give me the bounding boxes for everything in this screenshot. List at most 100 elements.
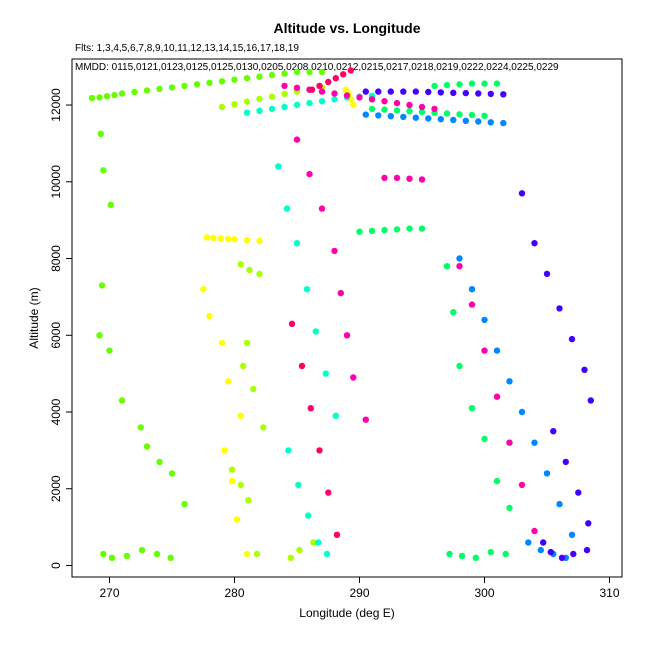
y-tick-label: 6000 [49, 322, 63, 349]
data-point [143, 443, 151, 450]
data-point [331, 247, 338, 255]
data-point [156, 85, 163, 93]
data-point [537, 546, 544, 554]
data-point [288, 320, 296, 327]
data-point [318, 88, 326, 95]
data-point [108, 554, 116, 561]
data-point [293, 136, 301, 143]
data-point [168, 84, 176, 91]
data-point [231, 236, 238, 243]
data-point [506, 439, 513, 446]
data-point [246, 266, 253, 274]
data-point [243, 339, 251, 347]
data-point [218, 78, 226, 85]
data-point [381, 98, 388, 105]
data-point [293, 240, 301, 247]
y-tick-label: 4000 [49, 398, 63, 425]
data-point [543, 470, 551, 477]
data-point [96, 94, 103, 101]
data-point [406, 101, 413, 109]
data-point [587, 397, 594, 404]
data-point [443, 110, 451, 117]
data-points [88, 67, 594, 561]
data-point [500, 91, 507, 98]
data-point [306, 68, 313, 76]
data-point [237, 412, 244, 419]
data-point [356, 94, 363, 101]
data-point [437, 89, 444, 96]
data-point [518, 408, 526, 416]
data-point [462, 117, 469, 125]
data-point [406, 225, 413, 232]
data-point [400, 113, 407, 121]
data-point [406, 175, 413, 182]
axis-ticks: 270 280 290 300 310 0 2000 4000 6000 8000 10000 120… [49, 88, 620, 600]
data-point [237, 261, 244, 268]
data-point [303, 286, 311, 293]
data-point [100, 550, 107, 558]
data-point [167, 554, 174, 561]
data-point [256, 270, 263, 278]
data-point [547, 548, 554, 556]
data-point [493, 80, 501, 87]
data-point [458, 552, 466, 560]
x-axis-label: Longitude (deg E) [299, 606, 394, 620]
data-point [318, 205, 326, 212]
data-point [118, 397, 126, 404]
data-point [456, 111, 463, 118]
data-point [381, 226, 388, 234]
data-point [400, 88, 407, 95]
data-point [481, 316, 488, 324]
data-point [585, 520, 592, 527]
chart-title: Altitude vs. Longitude [274, 20, 421, 36]
data-point [332, 75, 339, 82]
data-point [518, 190, 526, 197]
data-point [281, 70, 288, 77]
data-point [425, 88, 432, 96]
data-point [253, 550, 261, 558]
data-point [233, 516, 241, 523]
data-point [343, 92, 351, 99]
data-point [450, 89, 457, 97]
data-point [450, 116, 457, 124]
data-point [243, 109, 251, 116]
data-point [481, 80, 488, 87]
data-point [381, 174, 388, 182]
data-point [287, 554, 294, 561]
data-point [106, 347, 113, 354]
data-point [168, 470, 176, 477]
y-tick-label: 2000 [49, 475, 63, 502]
data-point [156, 458, 163, 466]
data-point [268, 71, 276, 79]
y-axis-label: Altitude (m) [27, 287, 41, 348]
data-point [306, 99, 313, 107]
data-point [217, 235, 224, 242]
y-tick-label: 10000 [49, 165, 63, 199]
data-point [138, 546, 146, 554]
data-point [256, 73, 263, 80]
data-point [240, 362, 247, 370]
data-point [575, 489, 582, 496]
data-point [500, 119, 507, 127]
data-point [243, 550, 251, 558]
data-point [225, 235, 232, 243]
data-point [502, 550, 509, 558]
data-point [225, 378, 232, 385]
data-point [368, 96, 376, 103]
data-point [468, 301, 476, 308]
data-point [493, 347, 501, 354]
data-point [118, 90, 126, 97]
data-point [210, 234, 217, 241]
data-point [468, 80, 476, 87]
x-tick-label: 270 [99, 586, 119, 600]
data-point [231, 101, 238, 108]
data-point [323, 550, 331, 558]
data-point [307, 405, 314, 412]
data-point [218, 103, 226, 111]
data-point [443, 263, 451, 270]
data-point [375, 88, 382, 95]
data-point [531, 240, 538, 247]
data-point [550, 428, 557, 435]
data-point [468, 286, 476, 293]
data-point [281, 103, 288, 111]
